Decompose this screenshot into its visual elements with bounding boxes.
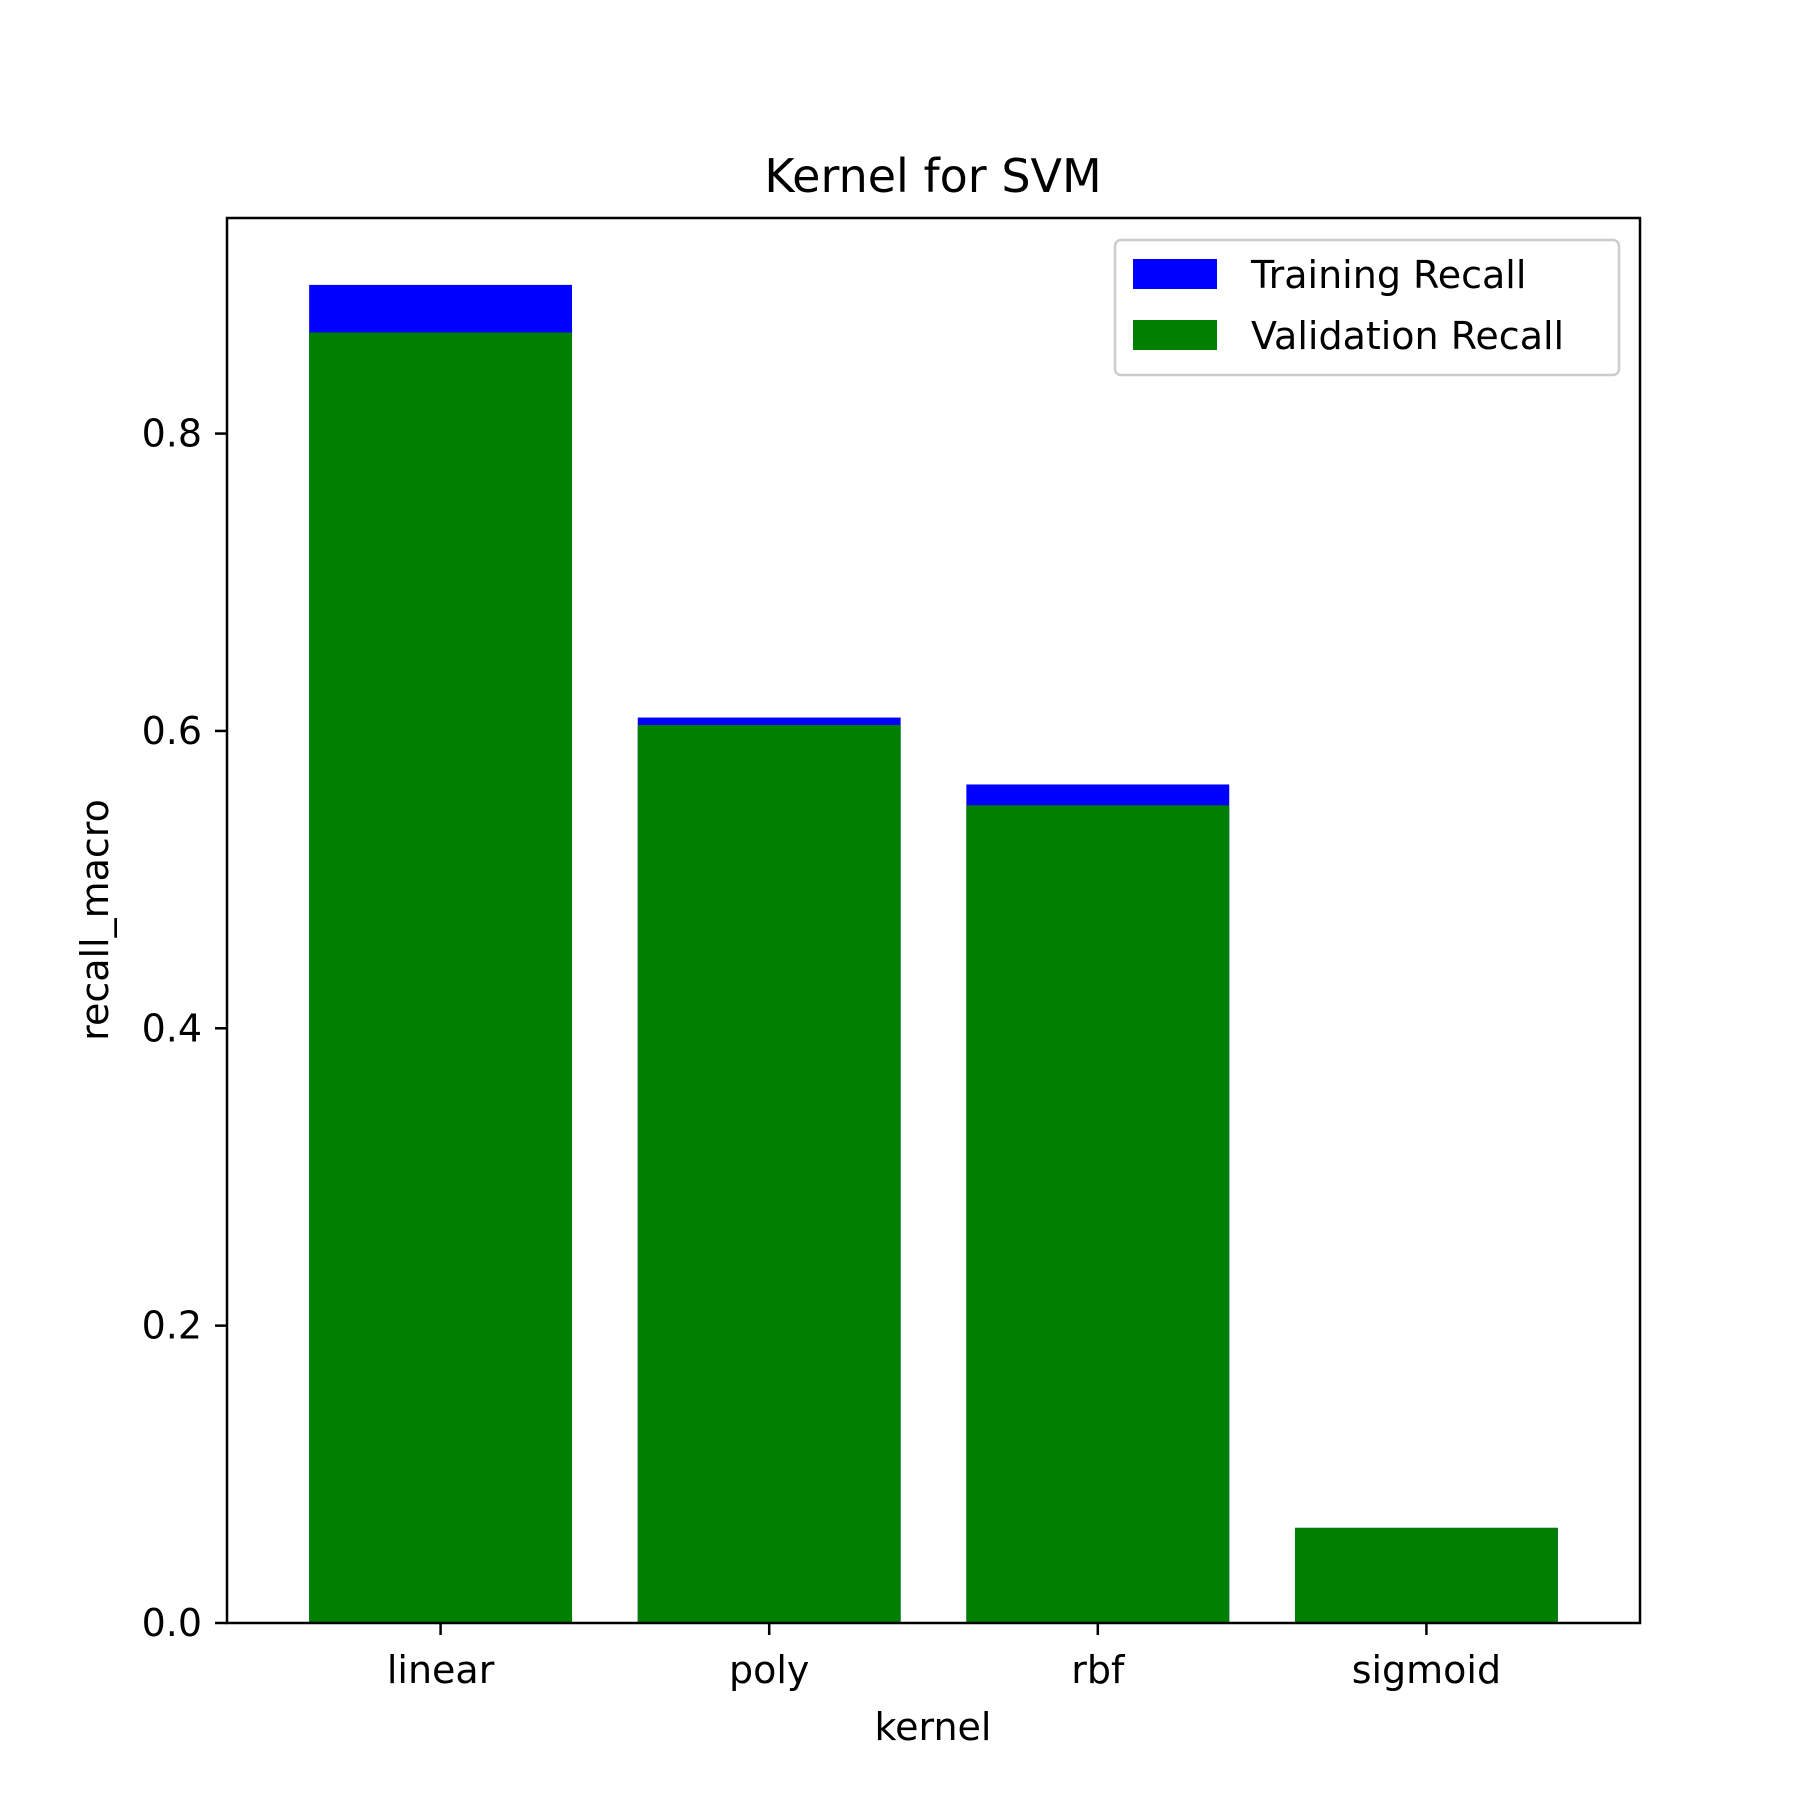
plot-frame xyxy=(225,216,1642,1625)
x-tick-label: linear xyxy=(387,1648,495,1692)
validation-bar-linear xyxy=(309,332,573,1624)
x-tick-label: sigmoid xyxy=(1352,1648,1501,1692)
legend: Training Recall Validation Recall xyxy=(1113,238,1621,377)
validation-bar-rbf xyxy=(966,805,1230,1623)
y-tick-label: 0.2 xyxy=(142,1304,202,1348)
y-axis: 0.0 0.2 0.4 0.6 0.8 xyxy=(142,412,227,1645)
x-tick-label: poly xyxy=(729,1648,809,1692)
x-axis: linear poly rbf sigmoid xyxy=(387,1623,1501,1692)
y-axis-label: recall_macro xyxy=(73,799,117,1041)
legend-swatch-validation xyxy=(1133,320,1217,350)
y-tick-label: 0.0 xyxy=(142,1601,202,1645)
validation-bar-poly xyxy=(637,724,901,1623)
legend-label-training: Training Recall xyxy=(1250,253,1526,297)
y-tick-label: 0.4 xyxy=(142,1006,202,1050)
x-axis-label: kernel xyxy=(874,1705,991,1749)
validation-bar-sigmoid xyxy=(1294,1527,1558,1623)
legend-label-validation: Validation Recall xyxy=(1251,314,1564,358)
bars-layer xyxy=(309,284,1558,1624)
x-tick-label: rbf xyxy=(1071,1648,1126,1692)
legend-box xyxy=(1113,238,1621,377)
legend-swatch-training xyxy=(1133,259,1217,289)
chart-title: Kernel for SVM xyxy=(764,149,1101,203)
y-tick-label: 0.6 xyxy=(142,709,202,753)
y-tick-label: 0.8 xyxy=(142,412,202,456)
